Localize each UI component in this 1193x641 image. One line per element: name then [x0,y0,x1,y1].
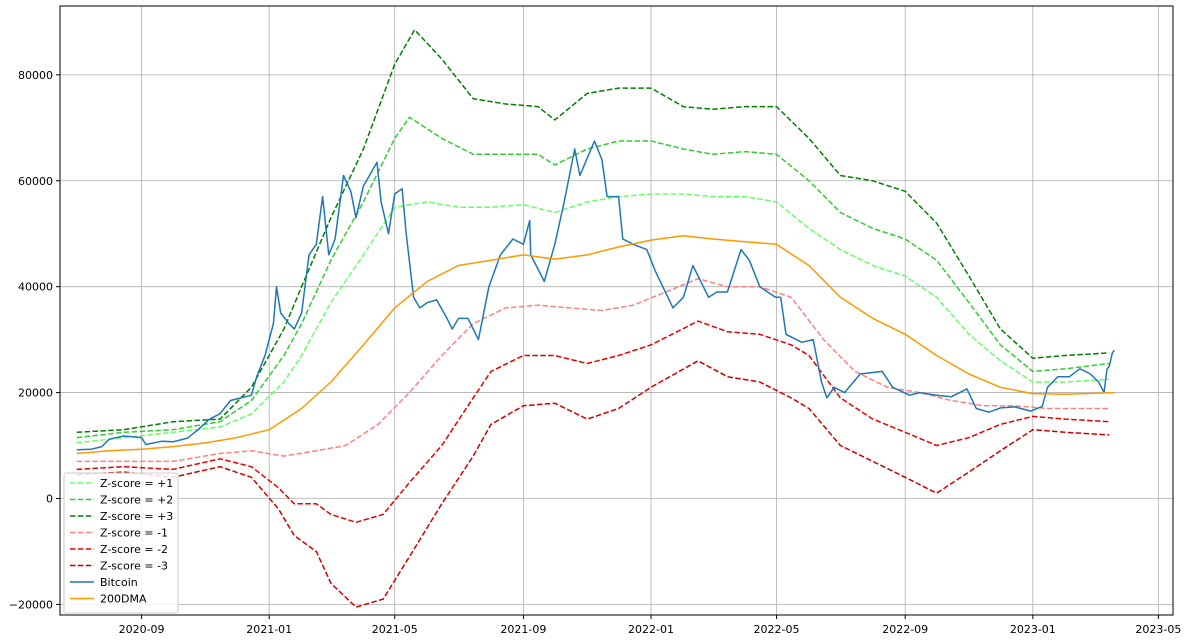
series-line-z-score-1 [76,277,1110,463]
y-tick-label: 40000 [18,281,53,294]
x-tick-label: 2021-05 [372,623,418,636]
legend-label: Bitcoin [100,576,138,589]
x-tick-label: 2022-09 [882,623,928,636]
y-tick-label: −20000 [9,598,53,611]
legend-label: Z-score = -2 [100,543,168,556]
x-tick-label: 2021-01 [246,623,292,636]
x-tick-label: 2022-05 [754,623,800,636]
legend-label: Z-score = +2 [100,494,173,507]
x-tick-label: 2023-05 [1135,623,1181,636]
x-tick-label: 2022-01 [628,623,674,636]
x-axis: 2020-09 2021-01 2021-05 2021-09 2022-01 2022-… [119,615,1181,636]
y-tick-label: 20000 [18,387,53,400]
plot-frame [59,5,1174,616]
legend-box [63,472,179,614]
legend-label: Z-score = +1 [100,477,173,490]
legend-label: Z-score = -1 [100,527,168,540]
series-line-z-score-2 [76,320,1110,524]
series-line-z-score-3 [76,29,1110,434]
legend-label: Z-score = -3 [100,560,168,573]
y-tick-label: 0 [46,492,53,505]
series-line-200dma [76,235,1115,455]
y-tick-label: 60000 [18,175,53,188]
legend-label: Z-score = +3 [100,510,173,523]
series-line-z-score-3 [76,360,1110,608]
legend: Z-score = +1 Z-score = +2 Z-score = +3 Z-sc… [63,472,179,614]
x-tick-label: 2020-09 [119,623,165,636]
legend-label: 200DMA [100,593,147,606]
series-line-z-score-1 [76,193,1110,444]
series-line-bitcoin [76,140,1115,451]
y-tick-label: 80000 [18,69,53,82]
series-layer [76,29,1115,608]
x-tick-label: 2021-09 [500,623,546,636]
x-tick-label: 2023-01 [1010,623,1056,636]
plot-background [60,6,1173,615]
series-line-z-score-2 [76,116,1110,439]
y-axis: −20000 0 20000 40000 60000 80000 [9,69,60,611]
